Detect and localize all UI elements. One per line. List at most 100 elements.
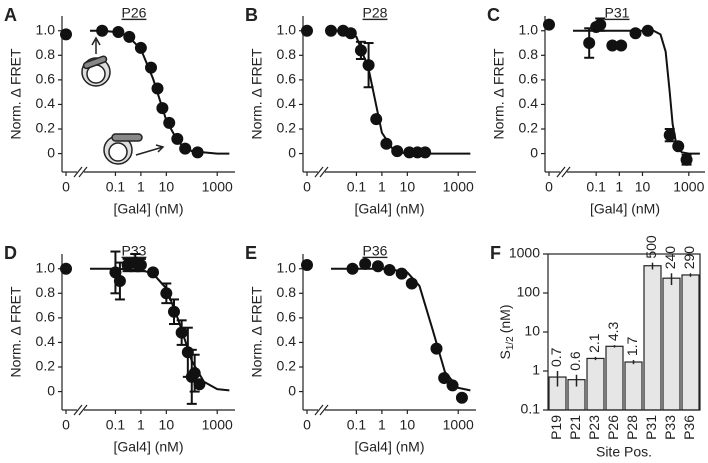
y-axis-label: Norm. Δ FRET [249,48,265,139]
panel-label: C [487,5,500,25]
y-axis-label: Norm. Δ FRET [491,48,507,139]
x-tick-label: 1 [378,179,386,195]
panel-label: D [4,243,17,263]
data-point [160,287,173,300]
value-label: 240 [662,246,678,270]
axis-break [319,404,329,416]
data-point [193,378,206,391]
x-tick-label: P21 [567,415,583,440]
x-tick-label: 1000 [673,179,704,195]
value-label: 0.6 [567,351,583,371]
data-point [301,24,313,37]
x-axis-label: [Gal4] (nM) [354,439,424,455]
y-tick-label: 0.6 [277,71,297,87]
fit-curve [573,29,700,155]
data-point [145,61,158,74]
bar [662,277,681,411]
data-point [380,137,393,150]
data-point [419,146,432,159]
data-point [371,260,384,273]
data-point [430,342,443,355]
axis-break [319,166,329,178]
x-tick-label: 0 [303,417,311,433]
data-point [362,59,375,72]
x-tick-label: 10 [400,179,416,195]
y-tick-label: 0.4 [277,95,297,111]
data-point [112,25,125,38]
axis-break [73,404,83,416]
x-tick-label: P28 [624,415,640,440]
y-tick-label: 0.8 [36,46,56,62]
y-tick-label: 0.2 [277,358,297,374]
y-tick-label: 1 [532,362,540,378]
axis-break [314,404,324,416]
x-tick-label: P31 [643,415,659,440]
data-point [175,326,188,339]
axis-break [314,166,324,178]
x-tick-label: P33 [662,415,678,440]
y-axis-label: S1/2 (nM) [497,304,516,359]
y-tick-label: 1.0 [519,21,539,37]
schematic-icons [81,36,165,165]
x-tick-label: 1000 [202,417,233,433]
bar [605,345,624,411]
y-tick-label: 0.8 [277,284,297,300]
y-axis-label: Norm. Δ FRET [249,286,265,377]
data-point [134,259,147,272]
data-point [663,129,676,142]
data-point [191,146,204,159]
y-tick-label: 0.2 [519,120,539,136]
value-label: 0.7 [548,347,564,367]
data-point [179,142,192,155]
data-point [60,28,72,41]
axis-break [73,166,83,178]
x-tick-label: P19 [548,415,564,440]
y-tick-label: 0.6 [36,309,56,325]
y-tick-label: 0.8 [277,46,297,62]
y-tick-label: 1.0 [36,21,56,37]
data-point [134,41,147,54]
data-point [629,27,642,40]
axis-break [78,166,88,178]
y-tick-label: 0.4 [36,95,56,111]
y-tick-label: 0 [47,144,55,160]
y-tick-label: 0 [288,144,296,160]
y-tick-label: 100 [517,284,541,300]
axis-break [78,404,88,416]
panel-label: B [245,5,258,25]
x-tick-label: 1 [615,179,623,195]
data-point [391,145,404,158]
x-tick-label: 10 [159,417,175,433]
y-tick-label: 0 [47,382,55,398]
x-tick-label: 0 [62,179,70,195]
data-point [354,44,367,57]
value-label: 1.7 [624,336,640,356]
x-tick-label: 1000 [443,179,474,195]
y-label-sub: 1/2 [505,336,516,350]
x-axis-label: [Gal4] (nM) [113,201,183,217]
x-tick-label: 0.1 [106,179,126,195]
data-point [359,257,372,270]
y-tick-label: 0.4 [277,333,297,349]
data-point [123,30,136,43]
y-tick-label: 1.0 [277,259,297,275]
y-label-unit: (nM) [497,304,513,333]
x-tick-label: 1000 [202,179,233,195]
x-axis-label: [Gal4] (nM) [354,201,424,217]
axis-break [556,166,566,178]
x-tick-label: 0.1 [347,179,367,195]
data-point [583,37,596,50]
y-tick-label: 10 [524,323,540,339]
y-tick-label: 0.2 [277,120,297,136]
data-point [370,113,383,126]
x-tick-label: 1 [378,417,386,433]
data-point [383,263,396,276]
y-tick-label: 1.0 [36,259,56,275]
data-point [188,367,201,380]
bar [586,357,605,411]
y-tick-label: 0.6 [519,71,539,87]
data-point [344,27,357,40]
x-tick-label: 0 [545,179,553,195]
y-tick-label: 0 [288,382,296,398]
